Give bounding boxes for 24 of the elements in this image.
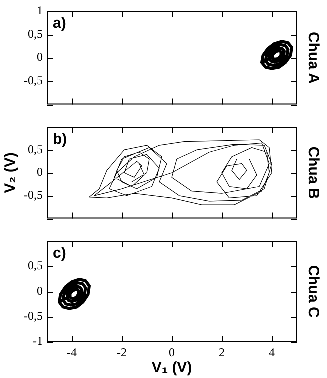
x-tick-label: 4 <box>269 345 275 360</box>
y-tick-label: 0 <box>37 165 43 180</box>
y-tick-label: 0 <box>37 50 43 64</box>
y-tick-label: 0,5 <box>28 258 43 273</box>
annotation: b) <box>53 130 68 148</box>
y-tick-label: -0,5 <box>24 188 43 202</box>
y-tick-label: 0 <box>37 284 43 298</box>
y-tick-label: 0,5 <box>28 142 43 156</box>
text: Chua C <box>304 265 322 318</box>
y-tick-label: -0,5 <box>24 308 43 323</box>
annotation: c) <box>53 244 66 262</box>
x-axis-title: V₁ (V) <box>152 360 192 377</box>
text: Chua A <box>304 32 322 84</box>
y-tick-label: 0,5 <box>28 26 43 41</box>
y-axis-title: V₂ (V) <box>2 152 20 194</box>
text: Chua B <box>304 146 322 200</box>
y-tick-label: 1 <box>37 3 43 18</box>
x-tick-label: 0 <box>169 345 175 360</box>
y-tick-label: -0,5 <box>24 74 43 88</box>
y-tick-label: -1 <box>33 334 43 348</box>
x-tick-label: 2 <box>219 345 225 360</box>
x-tick-label: -4 <box>67 345 77 360</box>
annotation: a) <box>53 14 66 32</box>
x-tick-label: -2 <box>117 345 127 360</box>
